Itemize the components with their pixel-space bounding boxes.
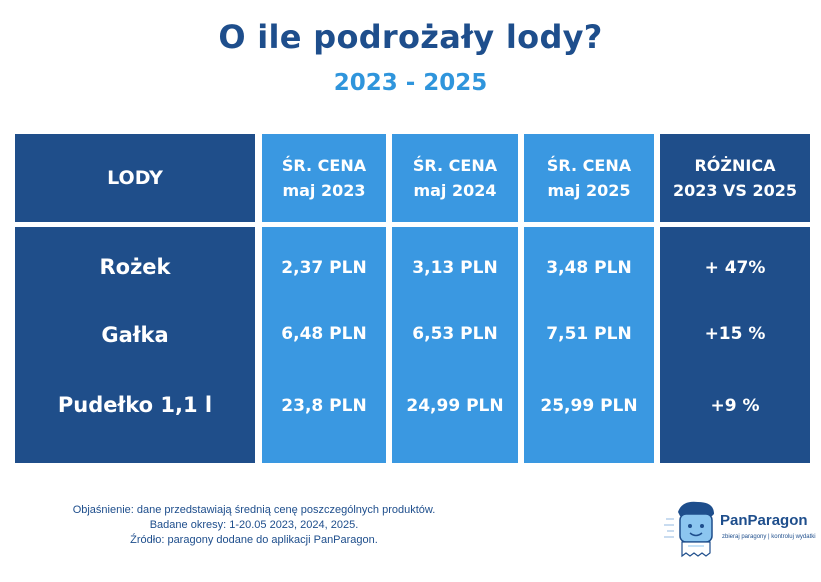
header-price-2025-line2: maj 2025 [547, 181, 631, 200]
brand-tagline: zbieraj paragony | kontroluj wydatki [722, 534, 816, 540]
row-3-price-2023: 23,8 PLN [281, 396, 367, 416]
row-1-price-2023: 2,37 PLN [281, 258, 367, 278]
header-price-2025: ŚR. CENA maj 2025 [524, 134, 654, 222]
header-difference-line2: 2023 VS 2025 [672, 181, 798, 200]
header-lody-label: LODY [107, 166, 163, 189]
footnote-explanation: Objaśnienie: dane przedstawiają średnią … [72, 504, 436, 516]
body-col-product: Rożek Gałka Pudełko 1,1 l [15, 227, 255, 463]
row-2-price-2023: 6,48 PLN [281, 324, 367, 344]
row-3-product: Pudełko 1,1 l [57, 393, 213, 417]
row-3-price-2025: 25,99 PLN [540, 396, 638, 416]
brand-name: PanParagon [720, 512, 808, 529]
footnote-source: Źródło: paragony dodane do aplikacji Pan… [130, 534, 378, 546]
header-price-2024-line1: ŚR. CENA [412, 156, 498, 175]
header-difference: RÓŻNICA 2023 VS 2025 [660, 134, 810, 222]
body-col-difference: + 47% +15 % +9 % [660, 227, 810, 463]
header-price-2023: ŚR. CENA maj 2023 [262, 134, 386, 222]
row-2-difference: +15 % [704, 324, 766, 344]
row-3-price-2024: 24,99 PLN [406, 396, 504, 416]
row-2-product: Gałka [101, 323, 169, 347]
body-col-2023: 2,37 PLN 6,48 PLN 23,8 PLN [262, 227, 386, 463]
row-2-price-2024: 6,53 PLN [412, 324, 498, 344]
header-price-2023-line2: maj 2023 [282, 181, 366, 200]
row-1-product: Rożek [99, 255, 171, 279]
page-title: O ile podrożały lody? [218, 18, 603, 56]
row-1-price-2024: 3,13 PLN [412, 258, 498, 278]
header-lody: LODY [15, 134, 255, 222]
body-col-2024: 3,13 PLN 6,53 PLN 24,99 PLN [392, 227, 518, 463]
header-price-2023-line1: ŚR. CENA [281, 156, 367, 175]
page-subtitle: 2023 - 2025 [333, 70, 488, 96]
body-col-2025: 3,48 PLN 7,51 PLN 25,99 PLN [524, 227, 654, 463]
header-price-2024: ŚR. CENA maj 2024 [392, 134, 518, 222]
row-3-difference: +9 % [710, 396, 760, 416]
header-difference-line1: RÓŻNICA [694, 156, 776, 175]
header-price-2025-line1: ŚR. CENA [546, 156, 632, 175]
row-2-price-2025: 7,51 PLN [546, 324, 632, 344]
footnote-periods: Badane okresy: 1-20.05 2023, 2024, 2025. [149, 519, 359, 531]
mascot-icon [664, 501, 714, 558]
header-price-2024-line2: maj 2024 [413, 181, 497, 200]
row-1-difference: + 47% [704, 258, 766, 278]
row-1-price-2025: 3,48 PLN [546, 258, 632, 278]
footnotes: Objaśnienie: dane przedstawiają średnią … [14, 503, 494, 548]
